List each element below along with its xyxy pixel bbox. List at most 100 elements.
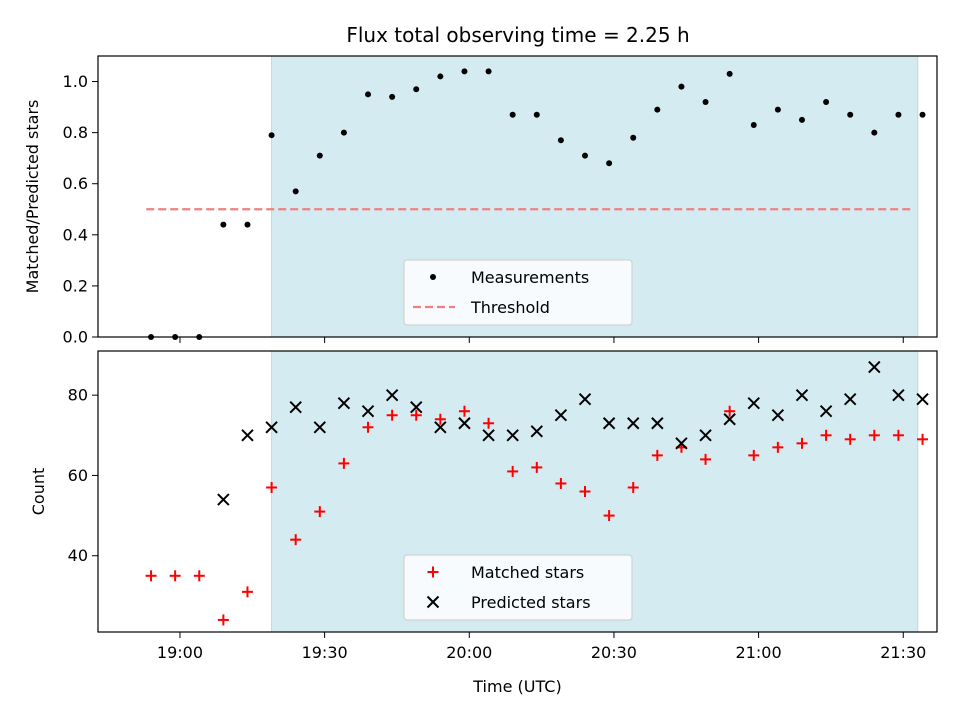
bottom-xtick-label: 19:00 bbox=[157, 643, 203, 662]
matched-star-point bbox=[483, 417, 495, 429]
top-y-ticks: 0.0 0.2 0.4 0.6 0.8 1.0 bbox=[63, 72, 98, 347]
legend-label-predicted: Predicted stars bbox=[471, 593, 591, 612]
measurement-point bbox=[437, 73, 444, 80]
matched-star-point bbox=[386, 409, 398, 421]
cross-stroke-b bbox=[289, 400, 302, 414]
predicted-star-point bbox=[313, 421, 327, 434]
legend-plus-glyph bbox=[427, 566, 439, 578]
predicted-star-point bbox=[795, 388, 809, 402]
cross-stroke-b bbox=[723, 413, 736, 426]
cross-stroke-b bbox=[771, 409, 785, 422]
measurement-point bbox=[750, 121, 757, 128]
predicted-star-point bbox=[410, 400, 423, 414]
measurement-point bbox=[726, 70, 733, 77]
cross-stroke-b bbox=[602, 417, 616, 430]
measurement-point bbox=[461, 68, 468, 75]
matched-star-point bbox=[724, 405, 736, 417]
cross-stroke-b bbox=[795, 388, 809, 402]
matched-star-point bbox=[579, 486, 591, 497]
predicted-star-point bbox=[506, 429, 519, 442]
predicted-star-point bbox=[385, 388, 399, 402]
measurement-point bbox=[702, 98, 709, 105]
cross-stroke-b bbox=[337, 396, 351, 410]
x-axis-label: Time (UTC) bbox=[472, 677, 561, 696]
predicted-star-point bbox=[530, 425, 543, 438]
measurement-point bbox=[292, 188, 299, 195]
predicted-star-point bbox=[916, 392, 929, 406]
predicted-star-point bbox=[458, 417, 471, 430]
predicted-star-point bbox=[627, 417, 640, 430]
measurement-point bbox=[895, 111, 902, 118]
measurement-point bbox=[630, 134, 637, 141]
measurement-point bbox=[244, 221, 251, 228]
measurement-point bbox=[365, 91, 372, 98]
cross-stroke-b bbox=[217, 493, 230, 506]
matched-star-point bbox=[627, 481, 639, 493]
matched-star-point bbox=[700, 453, 712, 465]
cross-stroke-b bbox=[747, 396, 760, 410]
predicted-star-point bbox=[843, 392, 857, 406]
measurement-point bbox=[871, 129, 878, 136]
bottom-ytick-label: 80 bbox=[68, 386, 88, 405]
matched-star-point bbox=[290, 534, 302, 546]
matched-star-point bbox=[241, 586, 253, 598]
cross-stroke-b bbox=[651, 417, 664, 430]
matched-star-point bbox=[266, 481, 278, 493]
bottom-ytick-label: 40 bbox=[68, 546, 88, 565]
matched-star-point bbox=[651, 449, 663, 461]
top-legend-box bbox=[403, 259, 633, 326]
matched-star-point bbox=[868, 429, 880, 441]
top-ytick-label: 0.4 bbox=[63, 225, 88, 244]
cross-stroke-b bbox=[434, 421, 447, 434]
bottom-xtick-label: 20:00 bbox=[446, 643, 492, 662]
measurement-point bbox=[847, 111, 854, 118]
top-axes-frame bbox=[97, 55, 938, 338]
measurement-point bbox=[798, 116, 805, 123]
measurement-point bbox=[582, 152, 589, 159]
bottom-legend: Matched stars Predicted stars bbox=[403, 554, 633, 621]
measurement-point bbox=[606, 160, 613, 167]
predicted-star-point bbox=[747, 396, 760, 410]
predicted-star-point bbox=[241, 429, 254, 442]
predicted-star-point bbox=[554, 409, 568, 422]
top-panel: 0.0 0.2 0.4 0.6 0.8 1.0 Matched/Predicted sta… bbox=[23, 55, 938, 347]
bottom-xtick-label: 21:00 bbox=[736, 643, 782, 662]
matched-star-point bbox=[772, 441, 784, 453]
cross-stroke-b bbox=[627, 417, 640, 430]
measurement-point bbox=[557, 137, 564, 144]
measurement-point bbox=[678, 83, 685, 90]
cross-stroke-b bbox=[458, 417, 471, 430]
measurement-point bbox=[220, 221, 227, 228]
cross-stroke-b bbox=[554, 409, 568, 422]
cross-stroke-b bbox=[385, 388, 399, 402]
predicted-star-point bbox=[868, 360, 881, 374]
predicted-star-point bbox=[265, 421, 278, 434]
predicted-star-point bbox=[434, 421, 447, 434]
bottom-axes-frame bbox=[97, 350, 938, 633]
cross-stroke-b bbox=[313, 421, 327, 434]
matched-star-point bbox=[434, 413, 446, 425]
bottom-panel: 40 60 80 19:00 19:30 20:00 20:30 21:00 21:30 Co… bbox=[29, 350, 938, 696]
cross-stroke-b bbox=[699, 429, 712, 442]
cross-stroke-b bbox=[482, 429, 495, 442]
cross-stroke-b bbox=[892, 388, 905, 402]
bottom-xtick-label: 19:30 bbox=[302, 643, 348, 662]
legend-marker-matched bbox=[427, 566, 439, 578]
matched-star-point bbox=[555, 477, 567, 489]
cross-stroke-b bbox=[819, 405, 833, 418]
top-ytick-label: 0.0 bbox=[63, 328, 88, 347]
cross-stroke-b bbox=[426, 595, 440, 609]
matched-star-point bbox=[338, 457, 350, 469]
matched-star-point bbox=[844, 433, 856, 445]
cross-stroke-b bbox=[916, 392, 929, 406]
measurement-point bbox=[774, 106, 781, 113]
bottom-x-ticks: 19:00 19:30 20:00 20:30 21:00 21:30 bbox=[157, 632, 926, 662]
legend-cross-glyph bbox=[426, 595, 440, 609]
predicted-star-point bbox=[337, 396, 351, 410]
cross-stroke-b bbox=[241, 429, 254, 442]
matched-star-point bbox=[458, 405, 470, 417]
matched-star-point bbox=[169, 570, 181, 582]
legend-marker-predicted bbox=[426, 595, 440, 609]
predicted-star-point bbox=[217, 493, 230, 506]
matched-star-point bbox=[362, 421, 374, 433]
